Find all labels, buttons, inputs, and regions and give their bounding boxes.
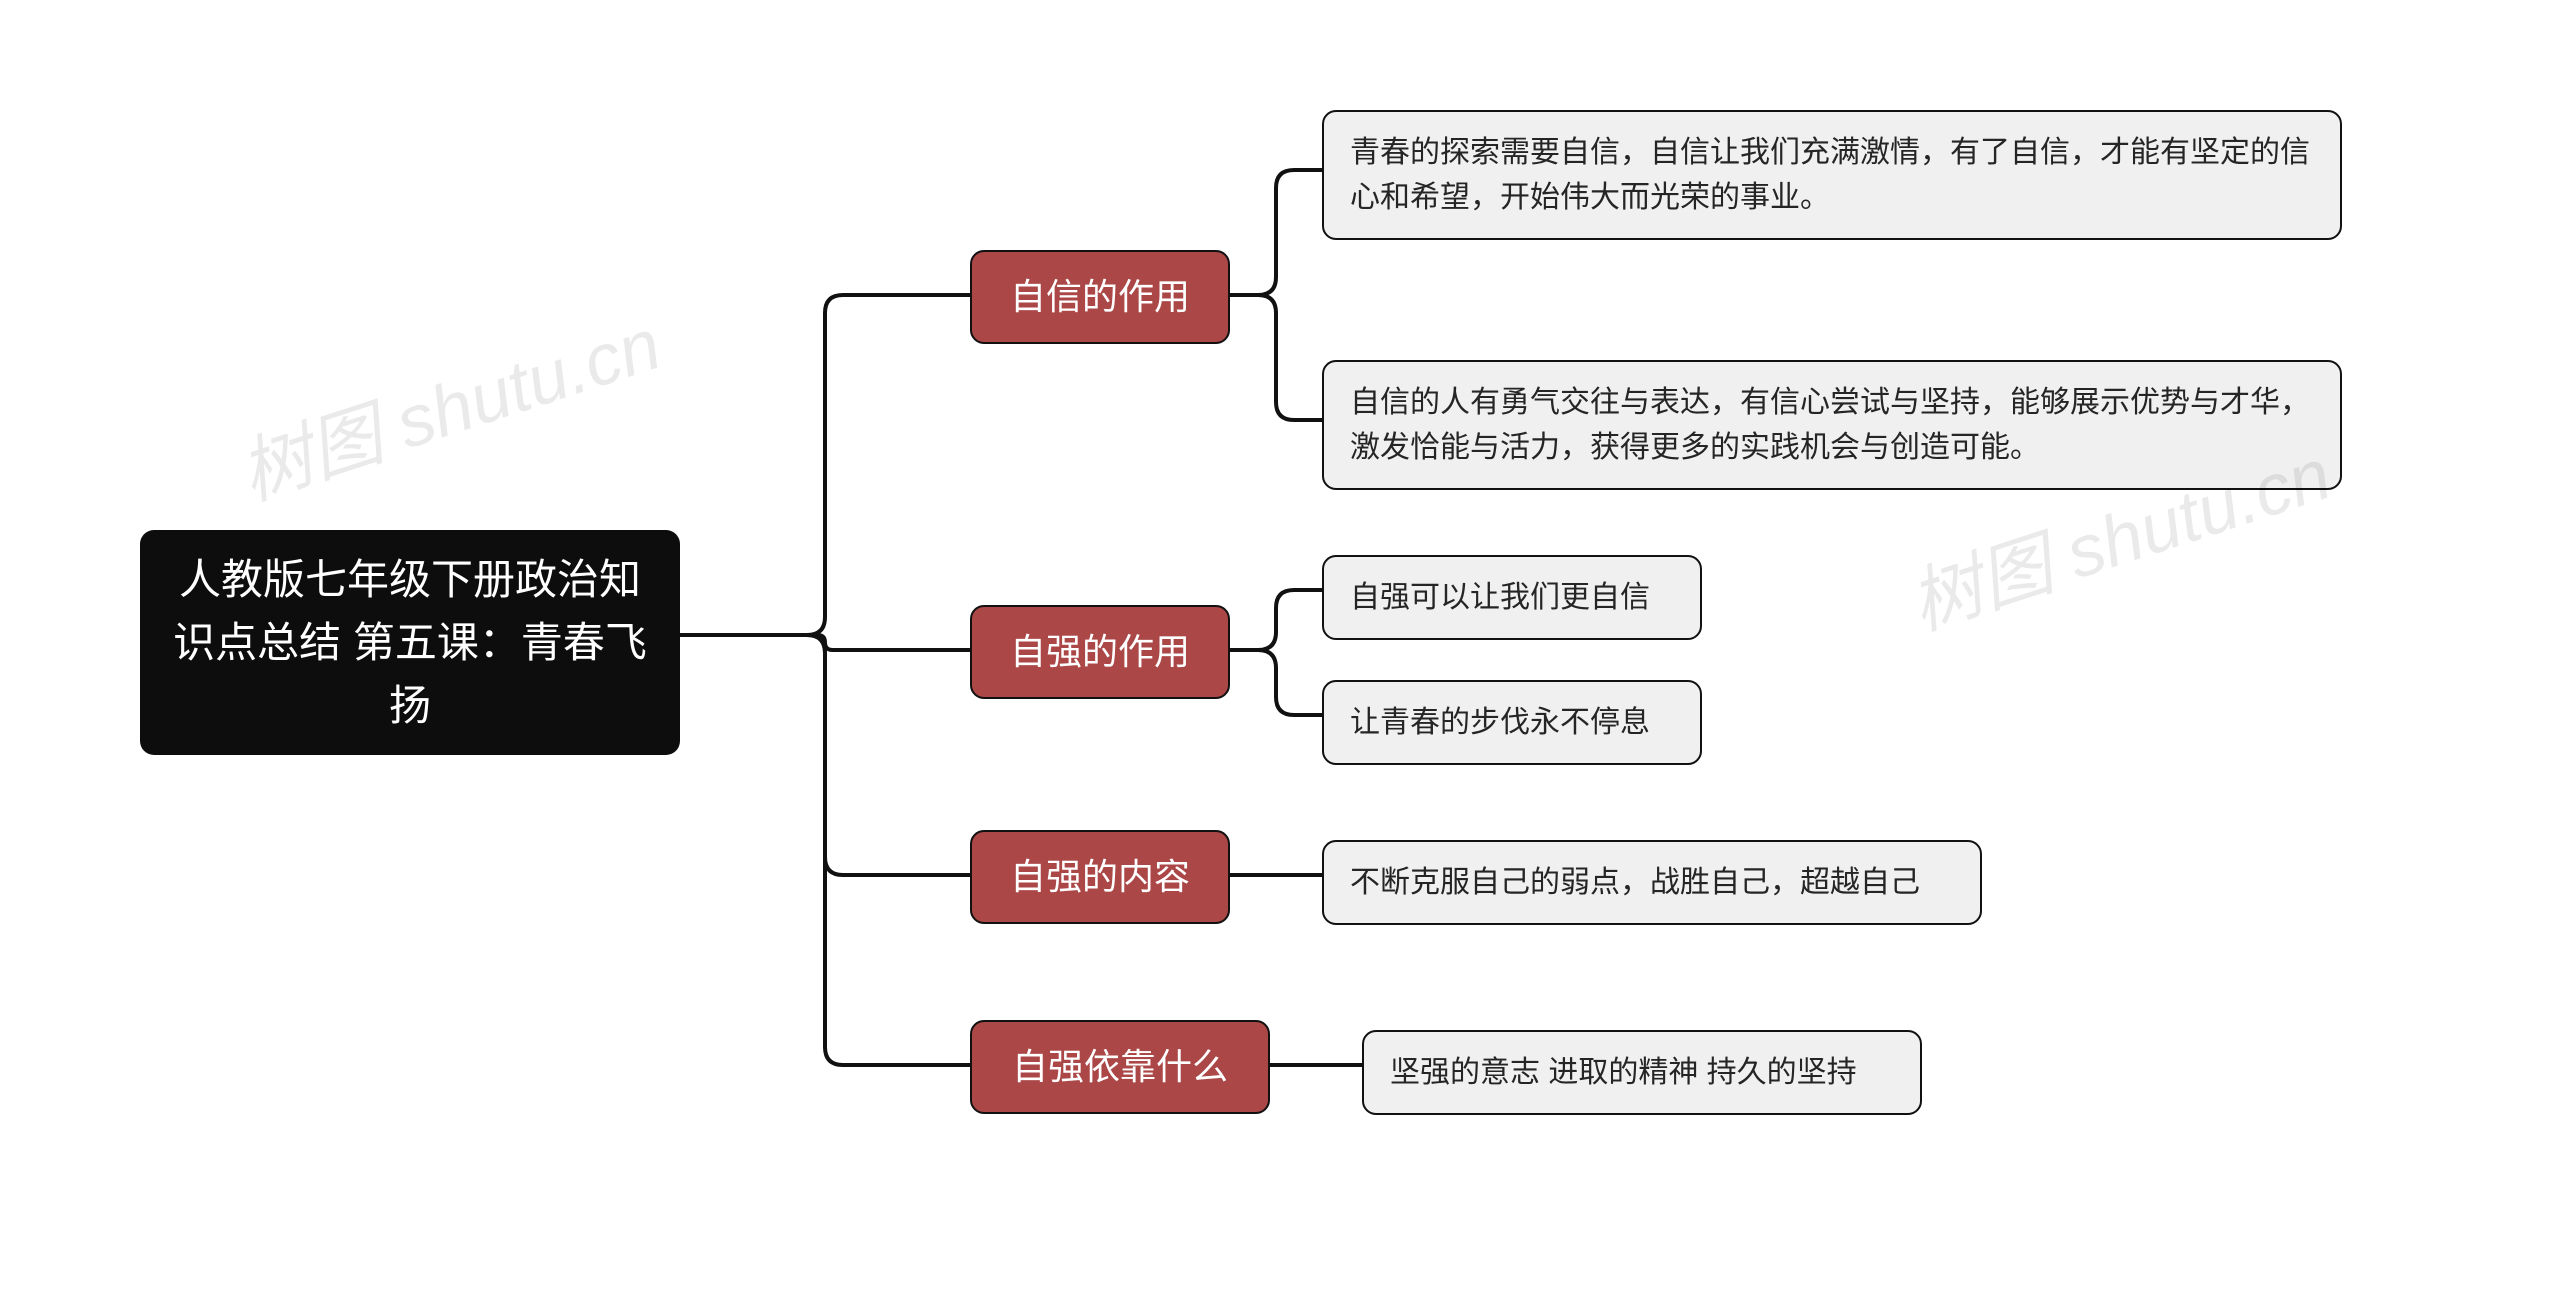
leaf-node-b4l1: 坚强的意志 进取的精神 持久的坚持 (1362, 1030, 1922, 1115)
branch-node-b4: 自强依靠什么 (970, 1020, 1270, 1114)
branch-node-b1: 自信的作用 (970, 250, 1230, 344)
connector (680, 635, 970, 875)
branch-node-b3: 自强的内容 (970, 830, 1230, 924)
connector (1230, 295, 1322, 420)
connector (680, 635, 970, 650)
leaf-node-b2l1: 自强可以让我们更自信 (1322, 555, 1702, 640)
root-node: 人教版七年级下册政治知识点总结 第五课：青春飞扬 (140, 530, 680, 755)
watermark: 树图 shutu.cn (224, 285, 671, 520)
connector (680, 295, 970, 635)
leaf-node-b1l2: 自信的人有勇气交往与表达，有信心尝试与坚持，能够展示优势与才华，激发恰能与活力，… (1322, 360, 2342, 490)
leaf-node-b2l2: 让青春的步伐永不停息 (1322, 680, 1702, 765)
connector (1230, 650, 1322, 715)
connector (680, 635, 970, 1065)
mindmap-canvas: 人教版七年级下册政治知识点总结 第五课：青春飞扬 自信的作用青春的探索需要自信，自… (0, 0, 2560, 1297)
leaf-node-b3l1: 不断克服自己的弱点，战胜自己，超越自己 (1322, 840, 1982, 925)
leaf-node-b1l1: 青春的探索需要自信，自信让我们充满激情，有了自信，才能有坚定的信心和希望，开始伟… (1322, 110, 2342, 240)
branch-node-b2: 自强的作用 (970, 605, 1230, 699)
connector (1230, 170, 1322, 295)
connector (1230, 590, 1322, 650)
